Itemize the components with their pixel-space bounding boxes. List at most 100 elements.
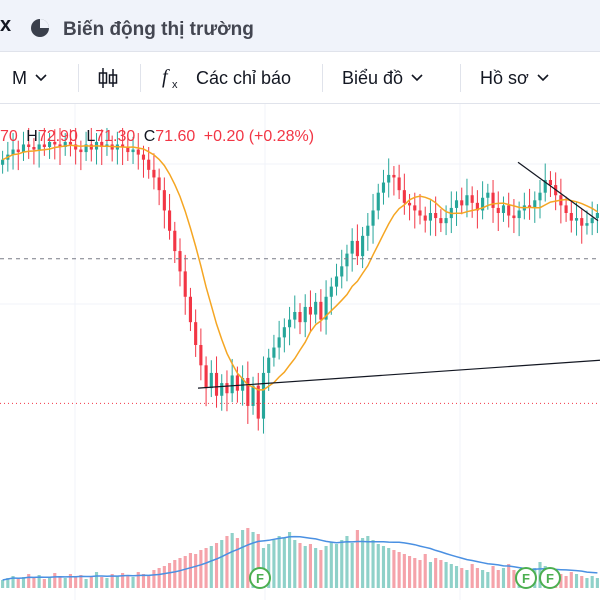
volume-bar: [350, 543, 354, 588]
candle-body: [21, 144, 26, 153]
chart-type-label: Biểu đồ: [342, 67, 404, 88]
volume-bar: [173, 560, 177, 588]
candle-body: [366, 225, 370, 236]
svg-text:x: x: [172, 79, 178, 91]
volume-bar: [590, 576, 594, 588]
candle-body: [454, 200, 459, 208]
candle-body: [147, 159, 151, 170]
badge-label: F: [256, 571, 264, 586]
badge-label: F: [522, 571, 530, 586]
candle-body: [32, 147, 36, 150]
volume-bar: [387, 548, 391, 588]
volume-bar: [376, 544, 380, 588]
volume-bar: [272, 540, 276, 588]
chevron-down-icon: [537, 74, 549, 82]
volume-bar: [444, 562, 448, 588]
indicators-label: Các chỉ báo: [196, 67, 292, 88]
candle-body: [214, 372, 219, 396]
indicators-button[interactable]: f x Các chỉ báo: [160, 52, 291, 104]
candle-body: [199, 345, 203, 366]
candle-body: [590, 218, 594, 224]
volume-bar: [580, 576, 584, 588]
candle-body: [334, 276, 339, 287]
candle-body: [58, 144, 62, 147]
candle-body: [371, 210, 375, 226]
candle-body: [168, 210, 172, 231]
volume-bar: [89, 576, 93, 588]
volume-bar: [324, 546, 328, 588]
volume-bar: [183, 556, 187, 588]
volume-bar: [27, 574, 31, 588]
candle-body: [261, 372, 266, 419]
candle-body: [376, 192, 380, 211]
candle-body: [543, 180, 547, 193]
candle-body: [465, 195, 469, 206]
candle-body: [157, 177, 161, 191]
volume-bar: [58, 576, 62, 588]
volume-bar: [147, 576, 151, 588]
toolbar-divider: [78, 64, 79, 92]
volume-bar: [68, 574, 72, 588]
candle-body: [585, 223, 589, 226]
candle-body: [512, 215, 516, 219]
volume-bar: [121, 573, 125, 588]
volume-bar: [501, 568, 506, 588]
candle-body: [475, 202, 479, 211]
volume-bar: [1, 580, 5, 588]
volume-bar: [11, 576, 15, 588]
candle-body: [16, 149, 20, 153]
volume-bar: [470, 564, 474, 588]
volume-bar: [48, 577, 52, 588]
volume-bar: [423, 554, 427, 588]
dividend-badge: [539, 567, 561, 589]
volume-bar: [329, 542, 333, 588]
volume-bar: [74, 577, 78, 588]
candle-body: [595, 213, 599, 219]
volume-bar: [397, 552, 401, 588]
volume-bar: [303, 546, 307, 588]
candle-body: [501, 205, 506, 213]
candle-body: [418, 210, 422, 216]
candle-body: [235, 375, 239, 391]
candle-body: [152, 169, 156, 178]
chart-type-button[interactable]: Biểu đồ: [342, 52, 423, 104]
volume-bar: [449, 564, 453, 588]
interval-selector[interactable]: M: [12, 52, 47, 104]
volume-bar: [491, 566, 495, 588]
candle-style-button[interactable]: [97, 52, 119, 104]
volume-bar: [392, 550, 396, 588]
candle-body: [282, 327, 286, 338]
volume-bar: [595, 578, 599, 588]
volume-bar: [439, 560, 443, 588]
candle-body: [178, 251, 182, 272]
volume-bar: [454, 566, 459, 588]
volume-bar: [110, 574, 114, 588]
volume-bar: [481, 570, 485, 588]
trend-line: [197, 359, 600, 389]
candle-body: [220, 383, 224, 396]
volume-bar: [267, 544, 271, 588]
candle-body: [11, 149, 15, 155]
pie-chart-icon: [31, 19, 49, 37]
candle-body: [251, 385, 255, 406]
svg-text:f: f: [162, 66, 170, 88]
tab-title[interactable]: Biến động thị trường: [63, 19, 254, 40]
candle-body: [444, 218, 448, 224]
volume-bar: [314, 548, 318, 588]
candle-body: [345, 253, 349, 267]
candle-body: [340, 266, 344, 277]
volume-bar: [100, 577, 104, 588]
volume-bar: [486, 572, 490, 588]
toolbar-divider: [140, 64, 141, 92]
volume-bar: [465, 570, 469, 588]
low-value: 71.30: [95, 128, 136, 145]
close-icon[interactable]: x: [0, 14, 12, 36]
candle-body: [141, 154, 146, 160]
candle-body: [355, 240, 359, 257]
volume-bar: [126, 575, 130, 588]
volume-bar: [345, 536, 349, 588]
volume-bar: [366, 536, 370, 588]
candle-body: [439, 218, 443, 224]
profile-button[interactable]: Hồ sơ: [480, 52, 549, 104]
